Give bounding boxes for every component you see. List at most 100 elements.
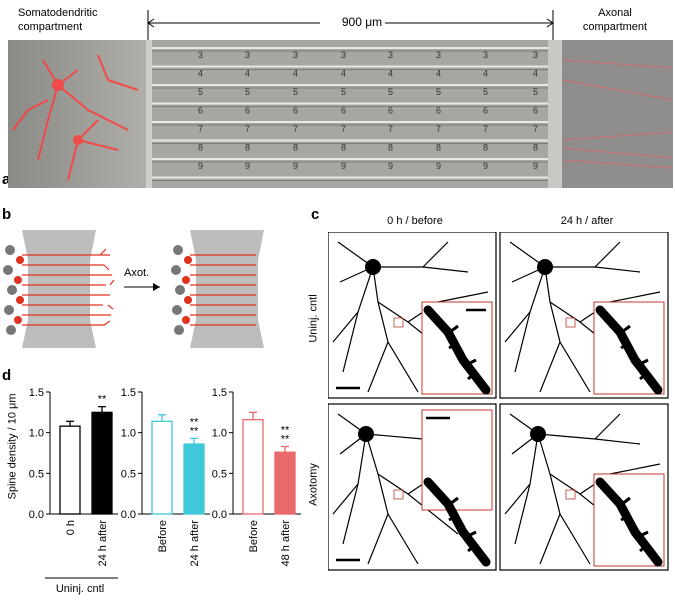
significance-marker: ** <box>190 425 199 437</box>
y-tick-label: 0.0 <box>212 509 227 521</box>
significance-marker: ** <box>98 394 107 406</box>
category-label: 24 h after <box>97 520 109 567</box>
channel-number: 7 <box>533 124 538 134</box>
chamber-after <box>168 230 288 348</box>
panel-a-label: a <box>2 171 11 188</box>
channel-number: 9 <box>245 161 250 171</box>
red-neurons <box>12 54 139 181</box>
channel-number: 4 <box>533 69 538 79</box>
channel-number: 5 <box>341 87 346 97</box>
spines <box>448 496 477 553</box>
panel-b-label: b <box>2 206 12 223</box>
y-tick-label: 1.0 <box>29 428 44 440</box>
category-label: 24 h after <box>189 520 201 567</box>
y-tick-label: 1.0 <box>121 428 136 440</box>
col-header-after: 24 h / after <box>560 215 614 227</box>
channel-number: 7 <box>293 124 298 134</box>
channel-number: 5 <box>533 87 538 97</box>
channel-number: 7 <box>483 124 488 134</box>
axotomy-arrow-label: Axot. <box>124 267 150 279</box>
roi-box <box>565 317 576 328</box>
spines <box>620 324 649 381</box>
y-tick-label: 0.0 <box>29 509 44 521</box>
y-tick-label: 0.5 <box>212 468 227 480</box>
channel-lines <box>148 47 561 181</box>
neuron-image <box>499 403 669 571</box>
channel-number: 8 <box>341 143 346 153</box>
channel-number: 7 <box>245 124 250 134</box>
bar-chart-1: 0.0 0.5 1.0 1.5 0 h 24 h after ** Uninj. cntl <box>29 387 118 595</box>
channel-number: 6 <box>388 106 393 116</box>
channel-number: 3 <box>483 50 488 60</box>
significance-marker: ** <box>190 416 199 428</box>
bar <box>91 411 113 515</box>
bar <box>242 419 264 515</box>
row-label-control: Uninj. cntl <box>307 294 320 343</box>
channel-number: 5 <box>198 87 203 97</box>
channel-number: 7 <box>341 124 346 134</box>
channel-number: 8 <box>245 143 250 153</box>
y-tick-label: 1.5 <box>121 387 136 399</box>
channel-number: 8 <box>436 143 441 153</box>
spines <box>448 324 477 381</box>
neuron-image <box>499 232 669 399</box>
significance-marker: ** <box>281 433 290 445</box>
bar <box>151 420 173 515</box>
channel-number: 8 <box>533 143 538 153</box>
channel-number: 5 <box>483 87 488 97</box>
category-label: Before <box>248 520 260 552</box>
channel-number: 3 <box>341 50 346 60</box>
bar-chart-2: 0.0 0.5 1.0 1.5 Before 24 h after **** <box>121 387 210 566</box>
channel-number: 8 <box>483 143 488 153</box>
y-tick-label: 1.5 <box>29 387 44 399</box>
channel-number: 6 <box>198 106 203 116</box>
channel-number: 6 <box>436 106 441 116</box>
channel-number: 6 <box>341 106 346 116</box>
channel-number: 4 <box>388 69 393 79</box>
category-label: 0 h <box>65 520 77 535</box>
channel-number: 4 <box>198 69 203 79</box>
channel-number: 4 <box>436 69 441 79</box>
channel-number: 8 <box>388 143 393 153</box>
bar <box>183 443 205 515</box>
red-axons <box>562 59 673 169</box>
channel-number: 7 <box>198 124 203 134</box>
channel-number: 5 <box>436 87 441 97</box>
channel-number: 9 <box>483 161 488 171</box>
roi-box <box>393 489 404 500</box>
category-label: 48 h after <box>280 520 292 567</box>
zoom-inset <box>421 409 493 511</box>
spines <box>620 496 649 553</box>
distance-arrow <box>147 10 554 40</box>
channel-number: 6 <box>293 106 298 116</box>
channel-number: 6 <box>483 106 488 116</box>
significance-marker: ** <box>281 424 290 436</box>
panel-d-label: d <box>2 367 12 384</box>
channel-number: 7 <box>436 124 441 134</box>
channel-number: 3 <box>245 50 250 60</box>
axotomy-schematic <box>0 230 288 348</box>
channel-number: 6 <box>245 106 250 116</box>
y-tick-label: 0.5 <box>121 468 136 480</box>
channel-number: 3 <box>198 50 203 60</box>
channel-number: 5 <box>293 87 298 97</box>
microfluidic-micrograph: 3 3 3 3 3 3 3 3 4 4 4 4 4 4 4 4 5 5 5 5 5 5 5 5 6 6 6 6 6 6 6 6 7 7 7 7 7 7 7 7… <box>8 40 673 188</box>
col-header-before: 0 h / before <box>387 215 443 227</box>
distance-label: 900 μm <box>341 15 383 29</box>
y-tick-label: 1.5 <box>212 387 227 399</box>
channel-number: 6 <box>533 106 538 116</box>
category-label: Before <box>157 520 169 552</box>
roi-box <box>565 489 576 500</box>
somatodendritic-label: Somatodendritic compartment <box>18 7 98 33</box>
channel-number: 4 <box>245 69 250 79</box>
channel-number: 8 <box>293 143 298 153</box>
y-tick-label: 0.5 <box>29 468 44 480</box>
channel-number: 9 <box>533 161 538 171</box>
bar-chart-3: 0.0 0.5 1.0 1.5 Before 48 h after **** <box>212 387 301 566</box>
panel-c-label: c <box>311 206 320 223</box>
group-label: Uninj. cntl <box>56 583 104 595</box>
chamber-before <box>0 230 120 348</box>
channel-number: 9 <box>436 161 441 171</box>
channel-number: 8 <box>198 143 203 153</box>
channel-number: 3 <box>436 50 441 60</box>
